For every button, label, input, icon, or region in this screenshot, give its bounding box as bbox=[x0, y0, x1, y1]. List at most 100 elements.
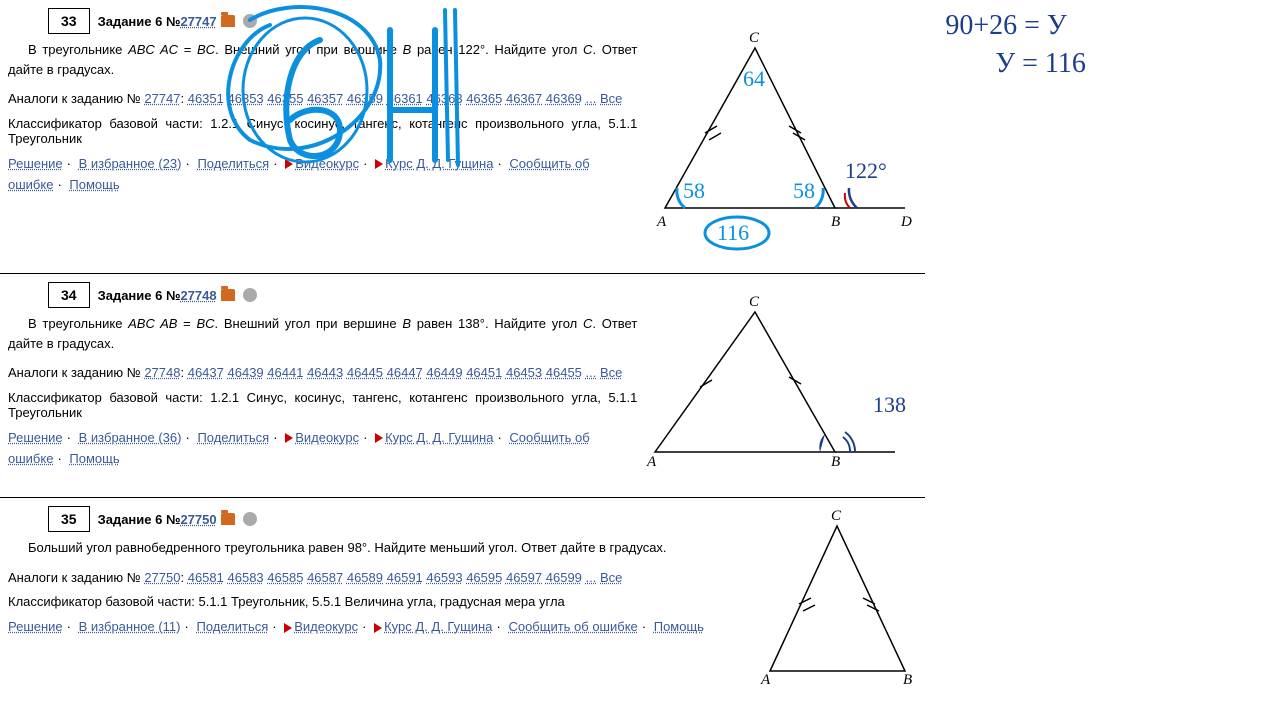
analogs-all[interactable]: Все bbox=[600, 365, 622, 380]
analogs-more[interactable]: ... bbox=[586, 570, 597, 585]
analog-link[interactable]: 46447 bbox=[387, 365, 423, 380]
analogs-list: 46437 46439 46441 46443 46445 46447 4644… bbox=[188, 365, 586, 380]
play-icon bbox=[375, 433, 383, 443]
help-link[interactable]: Помощь bbox=[69, 451, 119, 466]
notes-column: 90+26 = У У = 116 bbox=[925, 0, 1280, 720]
task-label: Задание 6 № bbox=[98, 512, 181, 527]
analog-link[interactable]: 46585 bbox=[267, 570, 303, 585]
ext-angle: 138 bbox=[873, 392, 906, 417]
analog-link[interactable]: 46437 bbox=[188, 365, 224, 380]
task-label: Задание 6 № bbox=[98, 288, 181, 303]
analog-main[interactable]: 27750 bbox=[144, 570, 180, 585]
analogs-more[interactable]: ... bbox=[586, 91, 597, 106]
problem-text: Больший угол равнобедренного треугольник… bbox=[8, 538, 747, 558]
analog-link[interactable]: 46587 bbox=[307, 570, 343, 585]
problem-text: В треугольнике ABC AB = BC. Внешний угол… bbox=[8, 314, 637, 353]
analog-link[interactable]: 46451 bbox=[466, 365, 502, 380]
course-link[interactable]: Курс Д. Д. Гущина bbox=[385, 430, 493, 445]
vertex-C: C bbox=[749, 294, 760, 310]
vertex-B: B bbox=[831, 214, 840, 230]
solve-link[interactable]: Решение bbox=[8, 430, 63, 445]
analog-link[interactable]: 46351 bbox=[188, 91, 224, 106]
task-body: 33 Задание 6 № 27747 В треугольнике ABC … bbox=[0, 8, 645, 261]
analog-link[interactable]: 46591 bbox=[387, 570, 423, 585]
task-figure: A B C bbox=[755, 506, 925, 689]
task-id-link[interactable]: 27748 bbox=[180, 288, 216, 303]
course-link[interactable]: Курс Д. Д. Гущина bbox=[384, 619, 492, 634]
share-link[interactable]: Поделиться bbox=[197, 430, 269, 445]
ext-angle: 122° bbox=[845, 158, 887, 183]
sum-116: 116 bbox=[717, 220, 749, 245]
analog-link[interactable]: 46589 bbox=[347, 570, 383, 585]
analog-link[interactable]: 46455 bbox=[546, 365, 582, 380]
analogs-row: Аналоги к заданию № 27748: 46437 46439 4… bbox=[8, 363, 637, 384]
task-34: 34 Задание 6 № 27748 В треугольнике ABC … bbox=[0, 273, 925, 497]
analog-link[interactable]: 46593 bbox=[426, 570, 462, 585]
analog-link[interactable]: 46445 bbox=[347, 365, 383, 380]
solve-link[interactable]: Решение bbox=[8, 156, 63, 171]
share-link[interactable]: Поделиться bbox=[196, 619, 268, 634]
analog-link[interactable]: 46583 bbox=[228, 570, 264, 585]
analog-main[interactable]: 27748 bbox=[144, 365, 180, 380]
angle-top: 64 bbox=[743, 66, 765, 91]
analog-link[interactable]: 46449 bbox=[426, 365, 462, 380]
link-row: Решение· В избранное (11)· Поделиться· В… bbox=[8, 617, 747, 638]
task-figure: A B C D 64 58 58 122° 116 bbox=[645, 8, 925, 261]
help-link[interactable]: Помощь bbox=[69, 177, 119, 192]
vertex-A: A bbox=[760, 672, 771, 688]
help-link[interactable]: Помощь bbox=[654, 619, 704, 634]
status-dot-icon bbox=[243, 512, 257, 526]
vertex-C: C bbox=[749, 30, 760, 46]
vertex-A: A bbox=[656, 214, 667, 230]
task-id-link[interactable]: 27750 bbox=[180, 512, 216, 527]
analog-link[interactable]: 46581 bbox=[188, 570, 224, 585]
task-number-box: 33 bbox=[48, 8, 90, 34]
analog-link[interactable]: 46599 bbox=[546, 570, 582, 585]
analogs-more[interactable]: ... bbox=[586, 365, 597, 380]
note-line-2: У = 116 bbox=[995, 48, 1270, 80]
analogs-all[interactable]: Все bbox=[600, 570, 622, 585]
vertex-C: C bbox=[831, 508, 842, 524]
analog-link[interactable]: 46443 bbox=[307, 365, 343, 380]
analogs-prefix: Аналоги к заданию № bbox=[8, 91, 144, 106]
task-body: 35 Задание 6 № 27750 Больший угол равноб… bbox=[0, 506, 755, 689]
analog-link[interactable]: 46597 bbox=[506, 570, 542, 585]
favorite-link[interactable]: В избранное (11) bbox=[79, 619, 181, 634]
task-header: 35 Задание 6 № 27750 bbox=[8, 506, 747, 532]
annotation-scribble bbox=[230, 0, 530, 230]
favorite-link[interactable]: В избранное (36) bbox=[79, 430, 182, 445]
status-dot-icon bbox=[243, 288, 257, 302]
task-35: 35 Задание 6 № 27750 Больший угол равноб… bbox=[0, 497, 925, 701]
analog-link[interactable]: 46369 bbox=[546, 91, 582, 106]
vertex-B: B bbox=[831, 454, 840, 470]
error-link[interactable]: Сообщить об ошибке bbox=[508, 619, 637, 634]
task-number-box: 35 bbox=[48, 506, 90, 532]
analogs-prefix: Аналоги к заданию № bbox=[8, 365, 144, 380]
note-line-1: 90+26 = У bbox=[945, 10, 1270, 42]
classificator: Классификатор базовой части: 5.1.1 Треуг… bbox=[8, 594, 747, 609]
task-33: 33 Задание 6 № 27747 В треугольнике ABC … bbox=[0, 0, 925, 273]
play-icon bbox=[284, 623, 292, 633]
analogs-all[interactable]: Все bbox=[600, 91, 622, 106]
analog-link[interactable]: 46439 bbox=[228, 365, 264, 380]
task-id-link[interactable]: 27747 bbox=[180, 14, 216, 29]
analog-link[interactable]: 46441 bbox=[267, 365, 303, 380]
vertex-A: A bbox=[646, 454, 657, 470]
task-number-box: 34 bbox=[48, 282, 90, 308]
video-link[interactable]: Видеокурс bbox=[295, 430, 359, 445]
play-icon bbox=[374, 623, 382, 633]
analog-link[interactable]: 46595 bbox=[466, 570, 502, 585]
vertex-D: D bbox=[900, 214, 912, 230]
solve-link[interactable]: Решение bbox=[8, 619, 63, 634]
folder-icon[interactable] bbox=[221, 289, 235, 301]
analogs-list: 46581 46583 46585 46587 46589 46591 4659… bbox=[188, 570, 586, 585]
task-body: 34 Задание 6 № 27748 В треугольнике ABC … bbox=[0, 282, 645, 485]
angle-left: 58 bbox=[683, 178, 705, 203]
analog-main[interactable]: 27747 bbox=[144, 91, 180, 106]
video-link[interactable]: Видеокурс bbox=[294, 619, 358, 634]
task-header: 34 Задание 6 № 27748 bbox=[8, 282, 637, 308]
task-label: Задание 6 № bbox=[98, 14, 181, 29]
folder-icon[interactable] bbox=[221, 513, 235, 525]
favorite-link[interactable]: В избранное (23) bbox=[79, 156, 182, 171]
analog-link[interactable]: 46453 bbox=[506, 365, 542, 380]
